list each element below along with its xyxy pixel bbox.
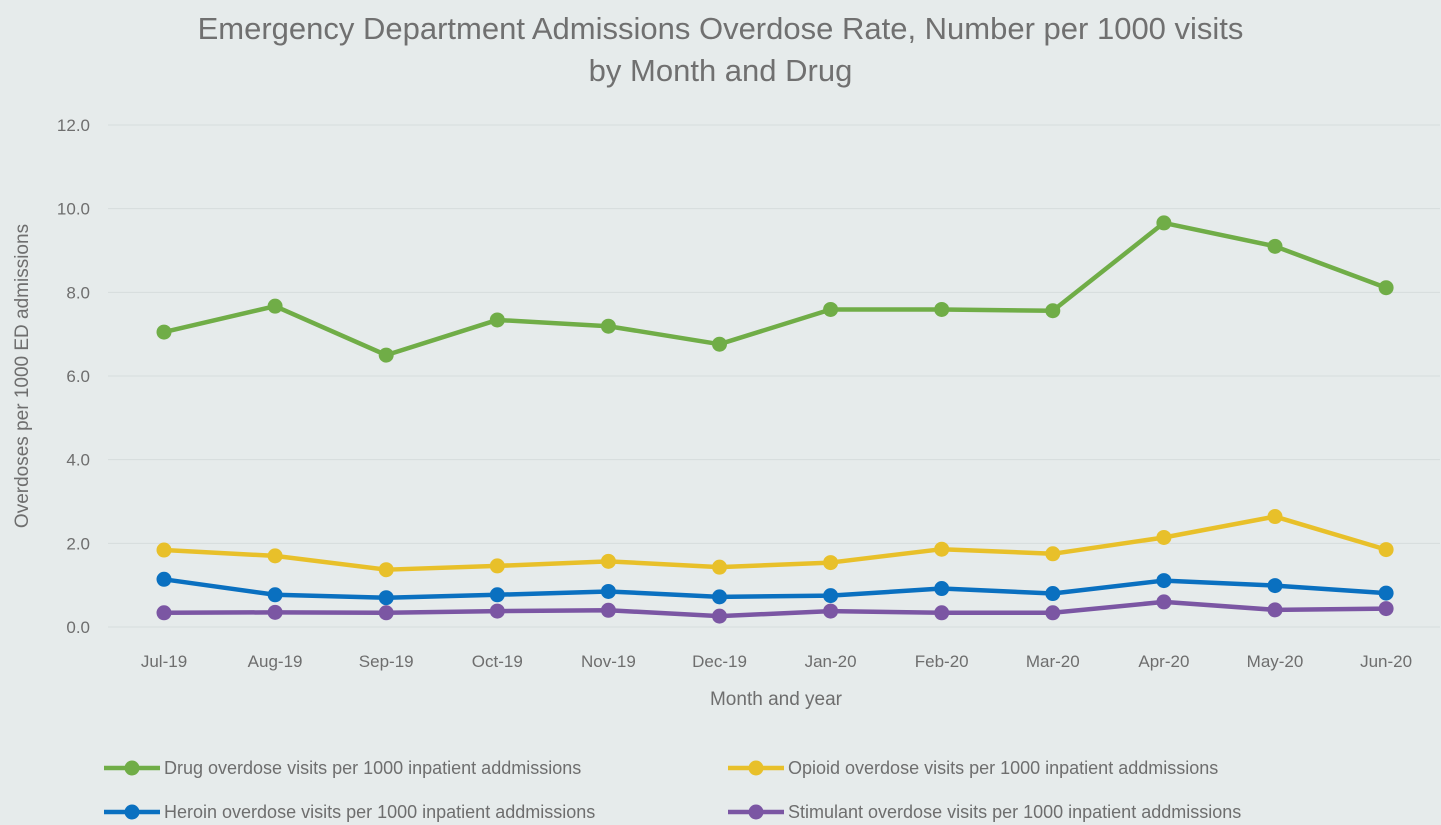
x-tick-label-5: Dec-19 — [692, 652, 747, 671]
series-2 — [156, 571, 1394, 606]
legend-swatch-marker-2 — [124, 804, 140, 820]
y-tick-label-2: 4.0 — [66, 451, 90, 470]
gridlines — [108, 124, 1440, 628]
series-line-2 — [161, 577, 1389, 600]
x-tick-label-8: Mar-20 — [1026, 652, 1080, 671]
legend-label-1: Opioid overdose visits per 1000 inpatien… — [788, 758, 1218, 778]
data-point-1-10 — [1267, 509, 1283, 525]
x-tick-label-7: Feb-20 — [915, 652, 969, 671]
data-point-2-6 — [823, 588, 839, 604]
x-tick-label-2: Sep-19 — [359, 652, 414, 671]
data-point-0-5 — [712, 336, 727, 352]
data-point-3-4 — [600, 602, 616, 618]
y-tick-label-6: 12.0 — [57, 116, 90, 135]
data-point-0-1 — [267, 298, 283, 314]
data-point-1-8 — [1045, 546, 1061, 562]
y-tick-label-0: 0.0 — [66, 618, 90, 637]
series-3 — [156, 594, 1394, 624]
data-point-1-2 — [378, 562, 394, 578]
data-point-3-6 — [823, 603, 839, 619]
data-point-0-8 — [1045, 303, 1061, 319]
legend-item-0: Drug overdose visits per 1000 inpatient … — [104, 758, 581, 778]
legend-item-3: Stimulant overdose visits per 1000 inpat… — [728, 802, 1241, 822]
data-point-3-1 — [267, 604, 283, 620]
data-point-0-3 — [489, 312, 505, 328]
data-point-3-5 — [712, 608, 727, 624]
data-point-1-11 — [1378, 542, 1394, 558]
x-axis-ticks: Jul-19 Aug-19 Sep-19 Oct-19 Nov-19 Dec-19 Jan-… — [141, 652, 1412, 671]
data-point-0-10 — [1267, 238, 1283, 254]
data-point-1-9 — [1156, 529, 1172, 545]
x-tick-label-6: Jan-20 — [805, 652, 857, 671]
data-point-2-0 — [156, 571, 172, 587]
legend-label-2: Heroin overdose visits per 1000 inpatien… — [164, 802, 595, 822]
data-point-0-11 — [1378, 280, 1394, 296]
series-line-0 — [161, 220, 1389, 358]
data-point-3-2 — [378, 605, 394, 621]
data-point-2-1 — [267, 587, 283, 603]
x-tick-label-3: Oct-19 — [472, 652, 523, 671]
data-point-0-4 — [600, 318, 616, 334]
y-axis-ticks: 0.0 2.0 4.0 6.0 8.0 10.0 12.0 — [57, 116, 90, 637]
y-tick-label-4: 8.0 — [66, 283, 90, 302]
series-1 — [156, 509, 1394, 578]
data-point-1-5 — [712, 559, 727, 575]
legend-item-2: Heroin overdose visits per 1000 inpatien… — [104, 802, 595, 822]
y-tick-label-5: 10.0 — [57, 200, 90, 219]
data-point-1-0 — [156, 542, 172, 558]
data-point-2-10 — [1267, 578, 1283, 594]
data-point-2-7 — [934, 581, 950, 597]
x-tick-label-1: Aug-19 — [248, 652, 303, 671]
legend-swatch-marker-1 — [748, 760, 764, 776]
chart-title-line-2: by Month and Drug — [588, 53, 853, 88]
data-point-1-3 — [489, 558, 505, 574]
data-point-0-6 — [823, 301, 839, 317]
series-0 — [156, 215, 1394, 363]
series-line-1 — [161, 514, 1389, 572]
data-point-2-5 — [712, 589, 727, 605]
data-point-2-11 — [1378, 585, 1394, 601]
data-point-3-9 — [1156, 594, 1172, 610]
data-point-3-7 — [934, 605, 950, 621]
data-point-0-9 — [1156, 215, 1172, 231]
data-point-0-0 — [156, 324, 172, 340]
data-point-1-4 — [600, 553, 616, 569]
data-point-3-10 — [1267, 602, 1283, 618]
data-point-1-6 — [823, 555, 839, 571]
data-point-2-9 — [1156, 573, 1172, 589]
legend-swatch-marker-3 — [748, 804, 764, 820]
data-point-3-0 — [156, 605, 172, 621]
x-axis-title: Month and year — [710, 689, 843, 710]
legend: Drug overdose visits per 1000 inpatient … — [104, 758, 1241, 822]
data-point-1-7 — [934, 541, 950, 557]
data-point-2-3 — [489, 587, 505, 603]
data-point-3-11 — [1378, 601, 1394, 617]
data-point-0-2 — [378, 347, 394, 363]
data-point-2-8 — [1045, 586, 1061, 602]
x-tick-label-9: Apr-20 — [1138, 652, 1189, 671]
legend-item-1: Opioid overdose visits per 1000 inpatien… — [728, 758, 1218, 778]
y-tick-label-1: 2.0 — [66, 534, 90, 553]
data-point-2-2 — [378, 590, 394, 606]
series-line-3 — [161, 599, 1389, 619]
legend-swatch-marker-0 — [124, 760, 140, 776]
legend-label-0: Drug overdose visits per 1000 inpatient … — [164, 758, 581, 778]
data-point-3-3 — [489, 603, 505, 619]
x-tick-label-0: Jul-19 — [141, 652, 187, 671]
y-tick-label-3: 6.0 — [66, 367, 90, 386]
chart-title: Emergency Department Admissions Overdose… — [0, 8, 1441, 92]
x-tick-label-11: Jun-20 — [1360, 652, 1412, 671]
series-layer — [156, 215, 1394, 624]
data-point-2-4 — [600, 583, 616, 599]
data-point-3-8 — [1045, 605, 1061, 621]
data-point-0-7 — [934, 301, 950, 317]
x-tick-label-10: May-20 — [1247, 652, 1304, 671]
data-point-1-1 — [267, 548, 283, 564]
y-axis-title: Overdoses per 1000 ED admissions — [12, 224, 33, 528]
legend-label-3: Stimulant overdose visits per 1000 inpat… — [788, 802, 1241, 822]
x-tick-label-4: Nov-19 — [581, 652, 636, 671]
chart-title-line-1: Emergency Department Admissions Overdose… — [197, 11, 1244, 46]
